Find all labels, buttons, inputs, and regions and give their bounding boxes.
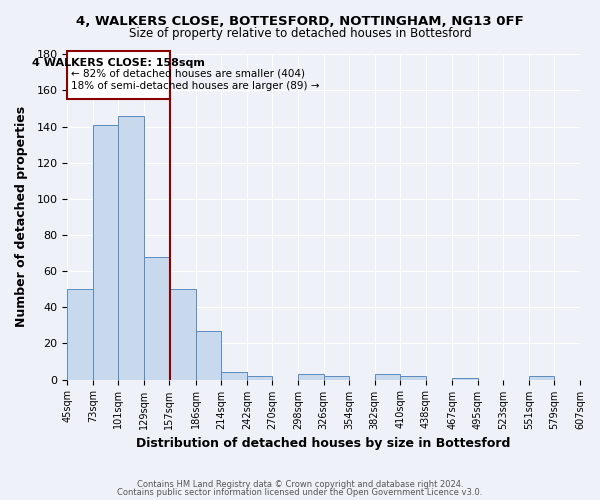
- X-axis label: Distribution of detached houses by size in Bottesford: Distribution of detached houses by size …: [136, 437, 511, 450]
- Bar: [118, 116, 144, 380]
- Text: Size of property relative to detached houses in Bottesford: Size of property relative to detached ho…: [128, 28, 472, 40]
- Text: Contains HM Land Registry data © Crown copyright and database right 2024.: Contains HM Land Registry data © Crown c…: [137, 480, 463, 489]
- Bar: [529, 376, 554, 380]
- Bar: [374, 374, 400, 380]
- Text: 4, WALKERS CLOSE, BOTTESFORD, NOTTINGHAM, NG13 0FF: 4, WALKERS CLOSE, BOTTESFORD, NOTTINGHAM…: [76, 15, 524, 28]
- Y-axis label: Number of detached properties: Number of detached properties: [15, 106, 28, 328]
- Bar: [298, 374, 323, 380]
- Bar: [452, 378, 478, 380]
- Text: 18% of semi-detached houses are larger (89) →: 18% of semi-detached houses are larger (…: [71, 82, 319, 92]
- Text: Contains public sector information licensed under the Open Government Licence v3: Contains public sector information licen…: [118, 488, 482, 497]
- Bar: [247, 376, 272, 380]
- Text: ← 82% of detached houses are smaller (404): ← 82% of detached houses are smaller (40…: [71, 68, 305, 78]
- Bar: [221, 372, 247, 380]
- Bar: [323, 376, 349, 380]
- Bar: [93, 125, 118, 380]
- Bar: [169, 289, 196, 380]
- Bar: [196, 331, 221, 380]
- Bar: [400, 376, 426, 380]
- Text: 4 WALKERS CLOSE: 158sqm: 4 WALKERS CLOSE: 158sqm: [32, 58, 205, 68]
- Bar: [67, 289, 93, 380]
- Bar: [144, 256, 169, 380]
- Bar: [67, 50, 170, 100]
